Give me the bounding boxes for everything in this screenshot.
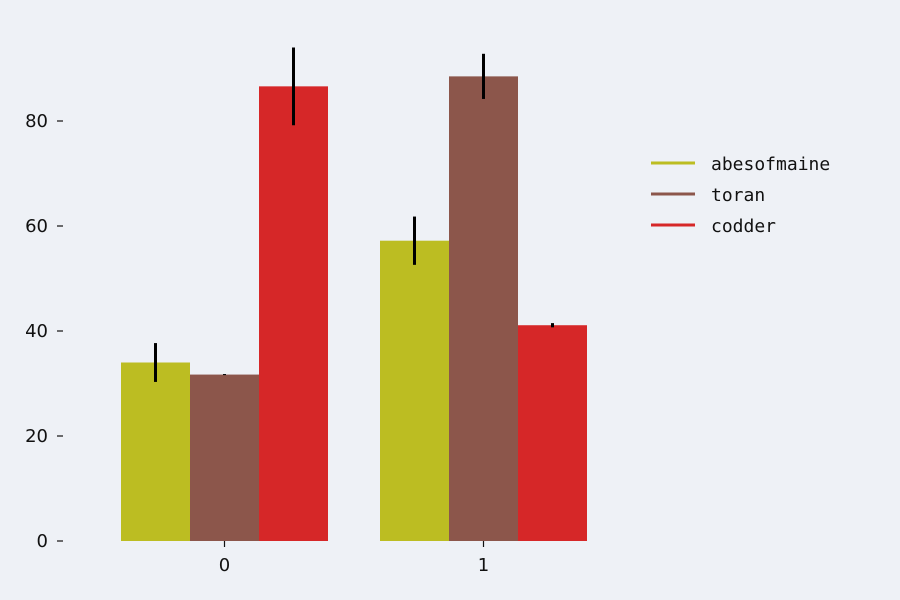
y-axis: 0 20 40 60 80 (25, 111, 63, 552)
error-bars-layer (154, 47, 554, 382)
x-tick-label-0: 0 (219, 555, 230, 576)
legend-label-toran: toran (711, 185, 765, 206)
y-tick-label-60: 60 (25, 216, 48, 237)
legend-label-abesofmaine: abesofmaine (711, 154, 830, 175)
bar-toran-0 (190, 374, 259, 541)
bar-abesofmaine-1 (380, 240, 449, 541)
x-tick-label-1: 1 (478, 555, 489, 576)
bar-abesofmaine-0 (121, 362, 190, 541)
bars-layer (121, 76, 587, 541)
y-tick-label-80: 80 (25, 111, 48, 132)
bar-toran-1 (449, 76, 518, 541)
y-tick-label-0: 0 (37, 531, 48, 552)
bar-codder-0 (259, 86, 328, 541)
y-tick-label-40: 40 (25, 321, 48, 342)
legend: abesofmaine toran codder (651, 154, 830, 237)
legend-label-codder: codder (711, 216, 776, 237)
bar-codder-1 (518, 325, 587, 541)
y-tick-label-20: 20 (25, 426, 48, 447)
